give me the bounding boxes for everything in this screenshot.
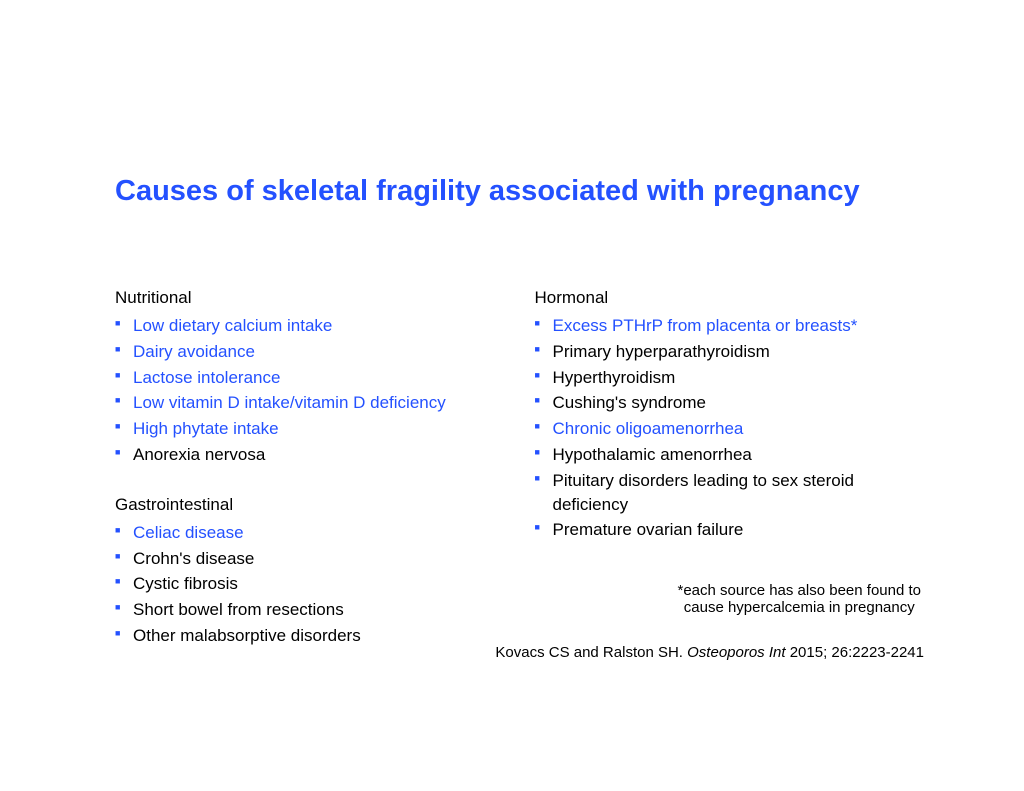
left-column: Nutritional Low dietary calcium intakeDai… xyxy=(115,288,505,676)
list-item: Pituitary disorders leading to sex stero… xyxy=(535,469,925,517)
list-item: Celiac disease xyxy=(115,521,505,545)
citation-authors: Kovacs CS and Ralston SH. xyxy=(495,644,683,661)
bullet-list: Celiac diseaseCrohn's diseaseCystic fibr… xyxy=(115,521,505,648)
list-item: Other malabsorptive disorders xyxy=(115,624,505,648)
bullet-list: Excess PTHrP from placenta or breasts*Pr… xyxy=(535,314,925,542)
list-item: Premature ovarian failure xyxy=(535,518,925,542)
list-item: Excess PTHrP from placenta or breasts* xyxy=(535,314,925,338)
section-heading: Nutritional xyxy=(115,288,505,308)
section-heading: Hormonal xyxy=(535,288,925,308)
content-columns: Nutritional Low dietary calcium intakeDai… xyxy=(115,288,924,676)
list-item: Low vitamin D intake/vitamin D deficienc… xyxy=(115,391,505,415)
list-item: Low dietary calcium intake xyxy=(115,314,505,338)
list-item: Anorexia nervosa xyxy=(115,443,505,467)
list-item: Cystic fibrosis xyxy=(115,572,505,596)
list-item: Lactose intolerance xyxy=(115,366,505,390)
list-item: Chronic oligoamenorrhea xyxy=(535,417,925,441)
section-heading: Gastrointestinal xyxy=(115,495,505,515)
slide-title: Causes of skeletal fragility associated … xyxy=(115,175,924,208)
citation-journal: Osteoporos Int xyxy=(687,644,785,661)
right-column: Hormonal Excess PTHrP from placenta or br… xyxy=(535,288,925,676)
bullet-list: Low dietary calcium intakeDairy avoidanc… xyxy=(115,314,505,467)
slide-container: Causes of skeletal fragility associated … xyxy=(0,0,1024,791)
list-item: Dairy avoidance xyxy=(115,340,505,364)
citation-year-pages: 2015; 26:2223-2241 xyxy=(790,644,924,661)
list-item: Primary hyperparathyroidism xyxy=(535,340,925,364)
list-item: Cushing's syndrome xyxy=(535,391,925,415)
list-item: Hyperthyroidism xyxy=(535,366,925,390)
footnote: *each source has also been found to caus… xyxy=(535,582,925,616)
list-item: Crohn's disease xyxy=(115,547,505,571)
list-item: Hypothalamic amenorrhea xyxy=(535,443,925,467)
citation: Kovacs CS and Ralston SH. Osteoporos Int… xyxy=(495,644,924,661)
list-item: Short bowel from resections xyxy=(115,598,505,622)
list-item: High phytate intake xyxy=(115,417,505,441)
